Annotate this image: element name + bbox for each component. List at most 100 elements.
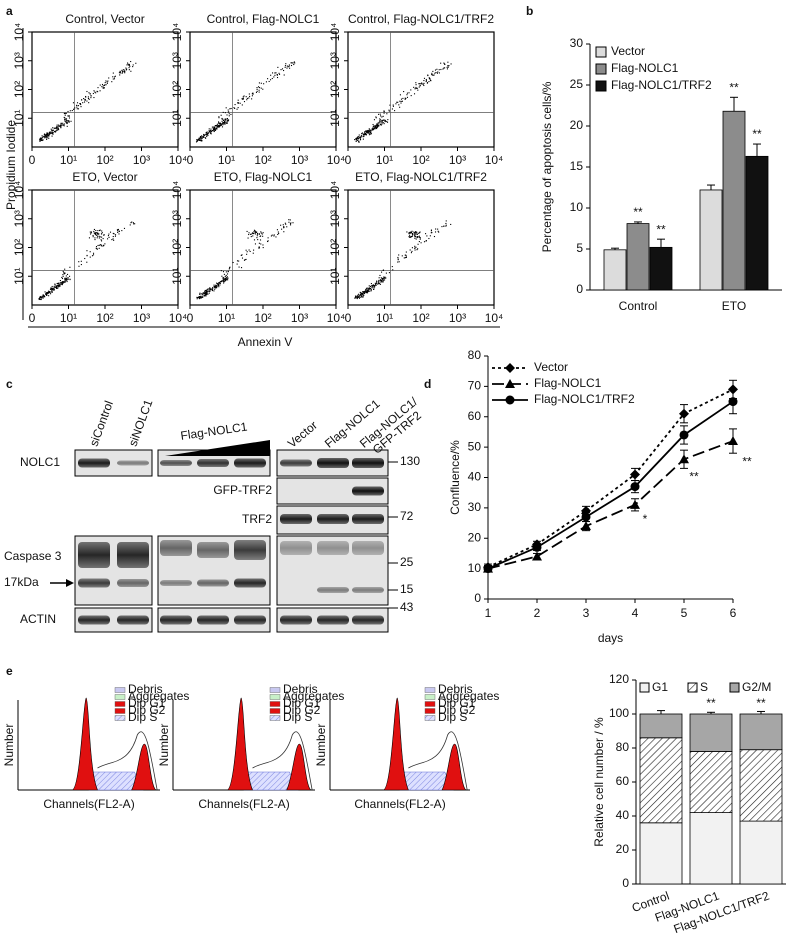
event-dot bbox=[209, 287, 211, 289]
event-dot bbox=[413, 93, 416, 95]
event-dot bbox=[65, 275, 67, 277]
event-dot bbox=[418, 241, 420, 243]
event-dot bbox=[224, 280, 226, 282]
event-dot bbox=[52, 127, 54, 129]
event-dot bbox=[384, 121, 386, 123]
event-dot bbox=[198, 138, 200, 140]
event-dot bbox=[64, 114, 66, 116]
event-dot bbox=[253, 232, 255, 235]
event-dot bbox=[362, 136, 364, 138]
event-dot bbox=[431, 72, 433, 74]
event-dot bbox=[258, 91, 260, 93]
event-dot bbox=[215, 287, 218, 289]
event-dot bbox=[405, 251, 407, 253]
event-dot bbox=[66, 280, 68, 283]
event-dot bbox=[83, 98, 85, 100]
event-dot bbox=[418, 235, 420, 237]
legend-label: Debris bbox=[438, 682, 473, 696]
event-dot bbox=[362, 296, 364, 298]
event-dot bbox=[288, 219, 290, 221]
event-dot bbox=[97, 91, 99, 93]
event-dot bbox=[45, 294, 47, 296]
blot-band bbox=[78, 615, 110, 625]
event-dot bbox=[372, 128, 374, 130]
event-dot bbox=[251, 98, 253, 100]
row-label: GFP-TRF2 bbox=[213, 483, 272, 497]
legend-label: Dip S bbox=[128, 710, 157, 724]
event-dot bbox=[409, 231, 411, 233]
event-dot bbox=[130, 60, 132, 63]
event-dot bbox=[225, 274, 227, 276]
x-tick-label: 10³ bbox=[133, 153, 150, 167]
event-dot bbox=[225, 107, 227, 109]
event-dot bbox=[224, 278, 226, 280]
size-marker: 15 bbox=[400, 582, 414, 596]
legend-swatch bbox=[639, 682, 650, 693]
event-dot bbox=[444, 67, 446, 69]
event-dot bbox=[246, 251, 248, 253]
event-dot bbox=[370, 130, 372, 132]
event-dot bbox=[383, 110, 385, 112]
x-tick-label: 10² bbox=[96, 153, 113, 167]
event-dot bbox=[364, 131, 366, 133]
event-dot bbox=[217, 125, 219, 127]
event-dot bbox=[44, 137, 46, 139]
event-dot bbox=[99, 229, 101, 232]
event-dot bbox=[54, 131, 56, 133]
event-dot bbox=[360, 292, 362, 294]
blot-band bbox=[160, 540, 192, 556]
y-tick-label: 10² bbox=[170, 239, 184, 256]
event-dot bbox=[234, 104, 236, 106]
event-dot bbox=[278, 72, 280, 74]
event-dot bbox=[223, 121, 225, 123]
bar-segment bbox=[639, 713, 683, 739]
event-dot bbox=[385, 277, 387, 279]
event-dot bbox=[373, 127, 375, 129]
event-dot bbox=[415, 86, 417, 89]
event-dot bbox=[225, 122, 227, 124]
event-dot bbox=[207, 288, 209, 290]
event-dot bbox=[210, 129, 212, 131]
event-dot bbox=[205, 134, 207, 136]
event-dot bbox=[47, 292, 49, 294]
event-dot bbox=[59, 279, 61, 282]
event-dot bbox=[258, 82, 260, 84]
event-dot bbox=[372, 129, 374, 131]
event-dot bbox=[376, 125, 378, 127]
event-dot bbox=[211, 130, 213, 132]
y-axis-label: Number bbox=[314, 724, 328, 767]
event-dot bbox=[101, 83, 104, 86]
event-dot bbox=[39, 297, 41, 299]
event-dot bbox=[64, 278, 66, 280]
event-dot bbox=[57, 287, 59, 289]
event-dot bbox=[68, 117, 71, 119]
blot-band bbox=[317, 615, 349, 625]
event-dot bbox=[433, 74, 435, 76]
blot-band bbox=[352, 615, 384, 625]
event-dot bbox=[93, 96, 95, 99]
series-line bbox=[487, 440, 734, 570]
event-dot bbox=[50, 128, 52, 130]
event-dot bbox=[445, 220, 447, 222]
event-dot bbox=[207, 288, 209, 290]
event-dot bbox=[76, 104, 78, 106]
event-dot bbox=[384, 120, 387, 122]
event-dot bbox=[44, 134, 46, 136]
event-dot bbox=[380, 124, 382, 126]
event-dot bbox=[121, 230, 123, 232]
event-dot bbox=[206, 135, 208, 138]
event-dot bbox=[98, 244, 100, 246]
event-dot bbox=[106, 81, 108, 83]
event-dot bbox=[67, 278, 69, 280]
x-tick-label: 0 bbox=[29, 153, 36, 167]
event-dot bbox=[215, 285, 217, 287]
event-dot bbox=[196, 140, 198, 142]
y-tick-label: 10² bbox=[328, 239, 342, 256]
event-dot bbox=[226, 122, 228, 124]
event-dot bbox=[72, 102, 75, 104]
legend-label: Dip S bbox=[283, 710, 312, 724]
event-dot bbox=[196, 296, 198, 298]
event-dot bbox=[226, 117, 229, 120]
event-dot bbox=[258, 247, 261, 249]
event-dot bbox=[220, 123, 222, 125]
